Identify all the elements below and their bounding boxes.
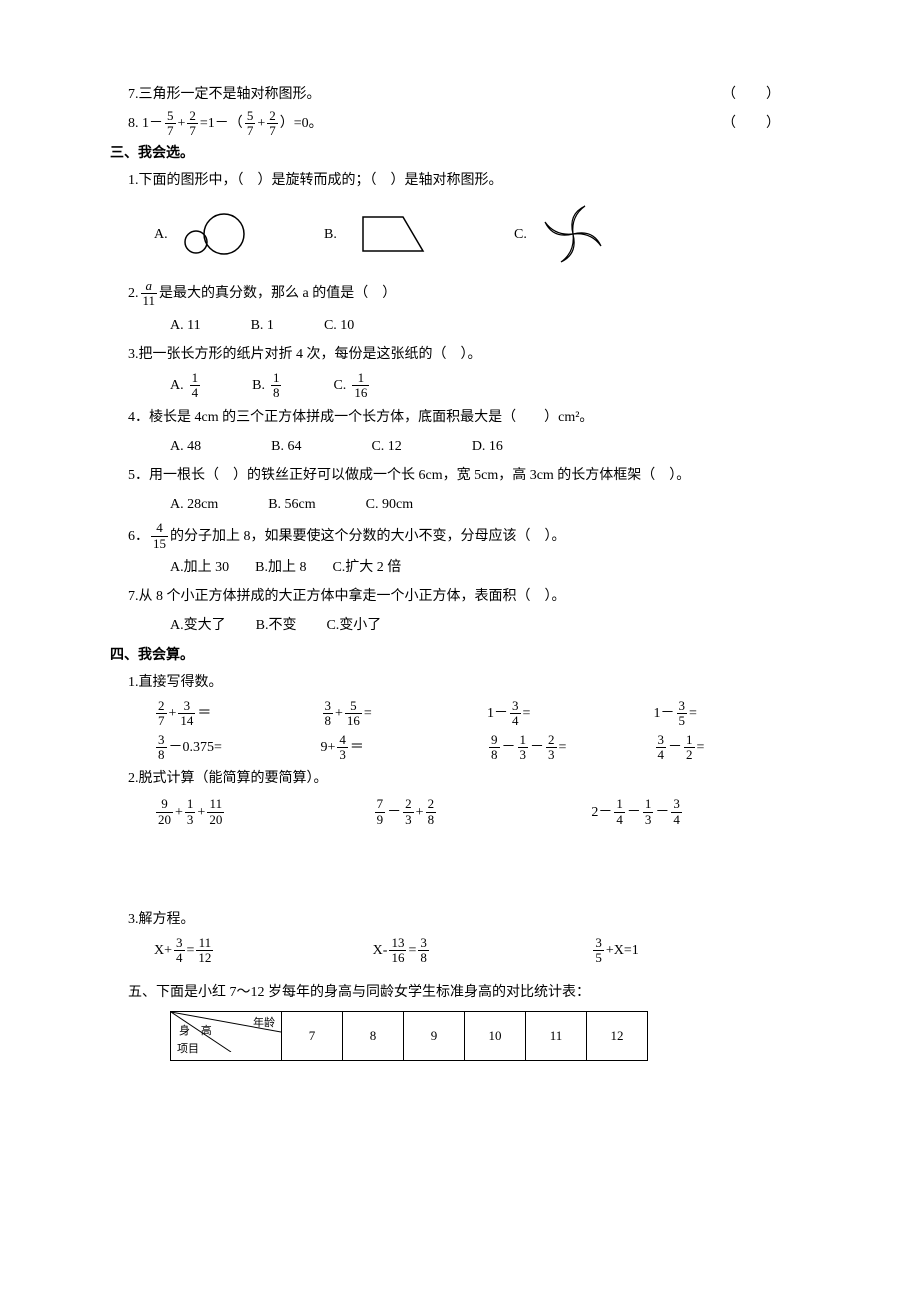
s3q4-text: 4．棱长是 4cm 的三个正方体拼成一个长方体，底面积最大是（ ）cm²。 (110, 405, 810, 430)
expr: 98 － 13 － 23 = (487, 733, 644, 763)
expr: 38 + 516 = (321, 699, 478, 729)
diag-header: 年龄 身 高 项目 (171, 1011, 282, 1060)
opt-c: C. 90cm (366, 492, 413, 517)
q8-paren: （） (722, 111, 810, 136)
opt-a: A. 28cm (170, 492, 218, 517)
frac: 18 (271, 371, 282, 401)
pinwheel-icon (533, 199, 613, 269)
q8-pre: 8. 1－ (128, 111, 163, 136)
s3q2-opts: A. 11 B. 1 C. 10 (110, 313, 810, 338)
s4q3-title: 3.解方程。 (110, 907, 810, 932)
col-header: 10 (465, 1011, 526, 1060)
question-8: 8. 1－ 57 + 27 =1－（ 57 + 27 ）=0。 （） (110, 109, 810, 139)
s3q6-opts: A.加上 30 B.加上 8 C.扩大 2 倍 (110, 555, 810, 580)
opt-b: B. (252, 373, 265, 398)
s3q4-opts: A. 48 B. 64 C. 12 D. 16 (110, 434, 810, 459)
choice-c-label: C. (514, 222, 527, 247)
expr: 9+ 43 ＝ (321, 733, 478, 763)
pre: 2. (128, 281, 139, 306)
circles-icon (174, 209, 254, 259)
opt-a: A.加上 30 (170, 555, 229, 580)
opt-c: C. 10 (324, 313, 354, 338)
eq: X+ 34 = 1112 (154, 936, 373, 966)
s4q2-exprs: 920 + 13 + 1120 79 － 23 + 28 2－ 14 － 13 … (110, 797, 810, 827)
mid: =1－（ (200, 111, 243, 136)
expr: 34 － 12 = (654, 733, 811, 763)
question-7: 7.三角形一定不是轴对称图形。 （） (110, 82, 810, 107)
s3q2: 2. a11 是最大的真分数，那么 a 的值是（ ） (110, 279, 810, 309)
plus: + (257, 111, 265, 136)
s4q2-title: 2.脱式计算（能简算的要简算）。 (110, 766, 810, 791)
s3q1-choices: A. B. C. (110, 199, 810, 269)
post: 的分子加上 8，如果要使这个分数的大小不变，分母应该（ ）。 (170, 524, 566, 549)
s3q5-text: 5．用一根长（ ）的铁丝正好可以做成一个长 6cm，宽 5cm，高 3cm 的长… (110, 463, 810, 488)
s4q1-title: 1.直接写得数。 (110, 670, 810, 695)
choice-b-label: B. (324, 222, 337, 247)
post: 是最大的真分数，那么 a 的值是（ ） (159, 281, 396, 306)
frac: 27 (187, 109, 198, 139)
opt-c: C. 12 (371, 434, 401, 459)
expr: 920 + 13 + 1120 (154, 797, 373, 827)
section-5-title: 五、下面是小红 7～12 岁每年的身高与同龄女学生标准身高的对比统计表： (110, 980, 810, 1005)
opt-a: A. 48 (170, 434, 201, 459)
expr: 1－ 34 = (487, 699, 644, 729)
q7-text: 7.三角形一定不是轴对称图形。 (128, 82, 321, 107)
frac: 57 (165, 109, 176, 139)
opt-d: D. 16 (472, 434, 503, 459)
opt-a: A.变大了 (170, 613, 226, 638)
frac: 14 (190, 371, 201, 401)
opt-a: A. 11 (170, 313, 201, 338)
frac: a11 (141, 279, 158, 309)
s4q3-eqs: X+ 34 = 1112 X- 1316 = 38 35 +X=1 (110, 936, 810, 966)
q7-paren: （） (722, 82, 810, 107)
col-header: 12 (587, 1011, 648, 1060)
s3q7-text: 7.从 8 个小正方体拼成的大正方体中拿走一个小正方体，表面积（ ）。 (110, 584, 810, 609)
opt-b: B.加上 8 (255, 555, 306, 580)
calc-row-1: 27 + 314 ＝ 38 + 516 = 1－ 34 = 1－ 35 = (110, 699, 810, 729)
calc-row-2: 38 －0.375= 9+ 43 ＝ 98 － 13 － 23 = 34 － 1… (110, 733, 810, 763)
opt-b: B. 56cm (268, 492, 315, 517)
opt-c: C.扩大 2 倍 (332, 555, 401, 580)
col-header: 8 (343, 1011, 404, 1060)
trapezoid-icon (343, 209, 433, 259)
expr: 79 － 23 + 28 (373, 797, 592, 827)
table-row: 年龄 身 高 项目 7 8 9 10 11 12 (171, 1011, 648, 1060)
opt-b: B. 64 (271, 434, 301, 459)
plus: + (178, 111, 186, 136)
opt-c: C.变小了 (326, 613, 381, 638)
suffix: ）=0。 (280, 111, 323, 136)
expr: 1－ 35 = (654, 699, 811, 729)
opt-c: C. (333, 373, 346, 398)
frac: 116 (352, 371, 369, 401)
s3q6: 6． 415 的分子加上 8，如果要使这个分数的大小不变，分母应该（ ）。 (110, 521, 810, 551)
opt-b: B.不变 (256, 613, 297, 638)
section-3-title: 三、我会选。 (110, 141, 810, 166)
eq: X- 1316 = 38 (373, 936, 592, 966)
expr: 27 + 314 ＝ (154, 699, 311, 729)
frac: 415 (151, 521, 168, 551)
col-header: 7 (282, 1011, 343, 1060)
frac: 57 (245, 109, 256, 139)
col-header: 11 (526, 1011, 587, 1060)
opt-a: A. (170, 373, 184, 398)
eq: 35 +X=1 (591, 936, 810, 966)
expr: 38 －0.375= (154, 733, 311, 763)
choice-a-label: A. (154, 222, 168, 247)
expr: 2－ 14 － 13 － 34 (591, 797, 810, 827)
stat-table: 年龄 身 高 项目 7 8 9 10 11 12 (170, 1011, 648, 1061)
s3q3-opts: A.14 B.18 C. 116 (110, 371, 810, 401)
s3q7-opts: A.变大了 B.不变 C.变小了 (110, 613, 810, 638)
opt-b: B. 1 (251, 313, 274, 338)
s3q1-text: 1.下面的图形中，（ ）是旋转而成的；（ ）是轴对称图形。 (110, 168, 810, 193)
pre: 6． (128, 524, 149, 549)
s3q3-text: 3.把一张长方形的纸片对折 4 次，每份是这张纸的（ ）。 (110, 342, 810, 367)
section-4-title: 四、我会算。 (110, 643, 810, 668)
col-header: 9 (404, 1011, 465, 1060)
frac: 27 (267, 109, 278, 139)
s3q5-opts: A. 28cm B. 56cm C. 90cm (110, 492, 810, 517)
